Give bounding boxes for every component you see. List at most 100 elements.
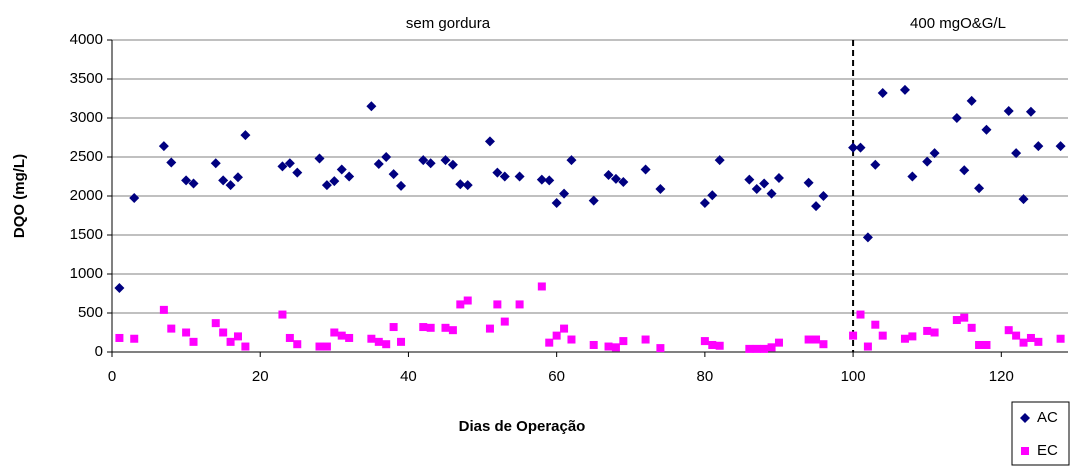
x-tick-label: 20	[252, 368, 269, 385]
point	[292, 167, 303, 178]
point	[226, 337, 235, 346]
point	[803, 177, 814, 188]
point	[952, 316, 961, 325]
point	[923, 326, 932, 335]
point	[315, 342, 324, 351]
point	[862, 232, 873, 243]
point	[707, 190, 718, 201]
point	[959, 165, 970, 176]
point	[759, 178, 770, 189]
point	[551, 198, 562, 209]
legend-marker	[1020, 413, 1030, 423]
point	[485, 324, 494, 333]
point	[752, 344, 761, 353]
x-tick-label: 80	[697, 368, 714, 385]
point	[766, 188, 777, 199]
point	[225, 180, 236, 191]
point	[610, 173, 621, 184]
y-tick-label: 1500	[70, 226, 103, 243]
point	[536, 174, 547, 185]
point	[715, 341, 724, 350]
point	[322, 342, 331, 351]
y-tick-label: 3000	[70, 109, 103, 126]
point	[388, 169, 399, 180]
point	[545, 338, 554, 347]
y-tick-label: 500	[78, 304, 103, 321]
point	[115, 333, 124, 342]
point	[982, 340, 991, 349]
point	[760, 344, 769, 353]
point	[870, 159, 881, 170]
point	[975, 340, 984, 349]
point	[1033, 141, 1044, 152]
point	[966, 95, 977, 106]
point	[751, 183, 762, 194]
point	[849, 331, 858, 340]
y-tick-label: 3500	[70, 70, 103, 87]
point	[773, 173, 784, 184]
point	[930, 328, 939, 337]
point	[345, 333, 354, 342]
point	[1025, 106, 1036, 117]
point	[1055, 141, 1066, 152]
point	[848, 142, 859, 153]
point	[210, 158, 221, 169]
point	[811, 201, 822, 212]
legend-label: AC	[1037, 409, 1058, 426]
point	[321, 180, 332, 191]
point	[285, 333, 294, 342]
point	[804, 335, 813, 344]
x-tick-label: 100	[841, 368, 866, 385]
legend-marker	[1021, 447, 1029, 455]
point	[419, 323, 428, 332]
point	[604, 342, 613, 351]
point	[448, 326, 457, 335]
point	[566, 155, 577, 166]
point	[960, 313, 969, 322]
point	[462, 180, 473, 191]
point	[871, 320, 880, 329]
point	[329, 176, 340, 187]
point	[1056, 334, 1065, 343]
point	[515, 300, 524, 309]
point	[544, 175, 555, 186]
point	[1019, 338, 1028, 347]
point	[278, 310, 287, 319]
point	[158, 141, 169, 152]
point	[619, 337, 628, 346]
point	[330, 328, 339, 337]
point	[559, 188, 570, 199]
point	[293, 340, 302, 349]
point	[611, 343, 620, 352]
point	[700, 337, 709, 346]
point	[907, 171, 918, 182]
point	[818, 191, 829, 201]
point	[618, 176, 629, 187]
point	[232, 172, 243, 183]
point	[1004, 326, 1013, 335]
point	[745, 344, 754, 353]
point	[493, 300, 502, 309]
point	[373, 159, 384, 170]
point	[1012, 331, 1021, 340]
y-tick-label: 0	[95, 343, 103, 360]
point	[426, 323, 435, 332]
y-tick-label: 1000	[70, 265, 103, 282]
point	[951, 113, 962, 123]
point	[560, 324, 569, 333]
point	[456, 300, 465, 309]
point	[441, 323, 450, 332]
point	[656, 344, 665, 353]
point	[219, 328, 228, 337]
point	[699, 198, 710, 209]
point	[819, 340, 828, 349]
point	[189, 337, 198, 346]
y-tick-label: 2000	[70, 187, 103, 204]
point	[241, 342, 250, 351]
point	[1003, 105, 1014, 116]
point	[878, 331, 887, 340]
point	[366, 101, 377, 112]
point	[492, 167, 503, 178]
point	[396, 180, 407, 191]
